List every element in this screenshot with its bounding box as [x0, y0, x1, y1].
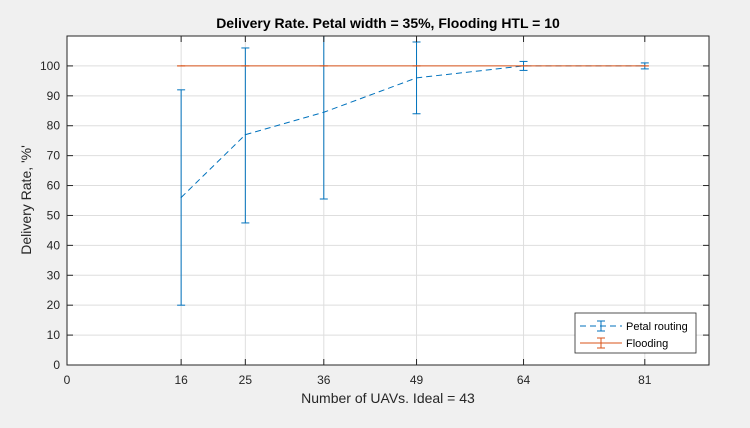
- y-tick-label: 0: [53, 358, 60, 372]
- y-tick-label: 50: [47, 208, 61, 222]
- data-point: [415, 65, 418, 67]
- x-tick-label: 64: [517, 373, 531, 387]
- legend-label: Petal routing: [626, 321, 688, 333]
- legend[interactable]: Petal routing Flooding: [574, 312, 697, 354]
- data-point: [323, 65, 325, 67]
- data-point: [323, 111, 325, 113]
- y-tick-label: 80: [47, 119, 61, 133]
- legend-item: Flooding: [580, 337, 668, 350]
- x-tick-label: 81: [638, 373, 652, 387]
- x-tick-label: 25: [239, 373, 253, 387]
- series-petal-routing: [177, 36, 649, 306]
- y-tick-label: 10: [47, 328, 61, 342]
- plot-frame: [66, 35, 710, 366]
- y-tick-label: 70: [47, 149, 61, 163]
- data-point: [244, 65, 246, 67]
- y-tick-label: 60: [47, 179, 61, 193]
- series-line: [180, 65, 645, 198]
- data-point: [180, 65, 182, 67]
- plot-area: [67, 36, 709, 365]
- x-tick-label: 49: [410, 373, 424, 387]
- y-tick-label: 40: [47, 238, 61, 252]
- x-tick-label: 36: [317, 373, 331, 387]
- axes: 0 10 20 30 40 50 60 70 80 90 100 0 16 25 36 49 64 81: [40, 36, 709, 387]
- legend-box: [574, 312, 697, 354]
- y-tick-label: 100: [40, 59, 60, 73]
- data-point: [415, 77, 418, 79]
- legend-label: Flooding: [626, 338, 668, 350]
- x-axis-label: Number of UAVs. Ideal = 43: [301, 390, 475, 406]
- series-layer: [177, 36, 649, 306]
- y-tick-label: 90: [47, 89, 61, 103]
- data-point: [180, 196, 182, 199]
- data-point: [644, 65, 646, 67]
- data-point: [522, 65, 525, 67]
- x-tick-label: 16: [174, 373, 188, 387]
- x-tick-label: 0: [64, 373, 71, 387]
- y-tick-label: 20: [47, 298, 61, 312]
- y-axis-label: Delivery Rate, '%': [18, 145, 34, 255]
- y-tick-label: 30: [47, 268, 61, 282]
- series-flooding: [177, 65, 649, 67]
- legend-item: Petal routing: [580, 320, 688, 333]
- chart-title: Delivery Rate. Petal width = 35%, Floodi…: [216, 15, 560, 31]
- data-point: [244, 134, 246, 136]
